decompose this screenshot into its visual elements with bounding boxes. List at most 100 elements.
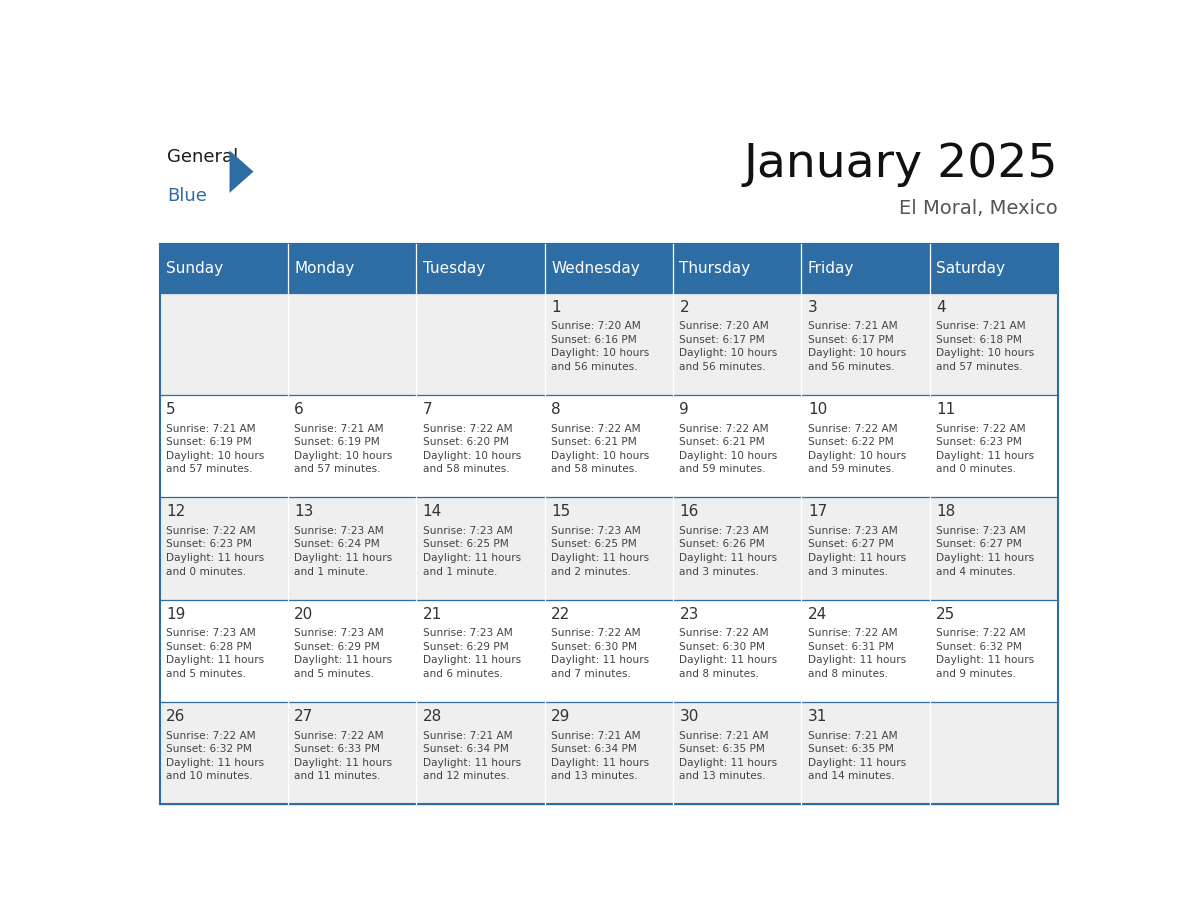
Text: 11: 11 xyxy=(936,402,955,417)
Text: Sunrise: 7:21 AM
Sunset: 6:34 PM
Daylight: 11 hours
and 12 minutes.: Sunrise: 7:21 AM Sunset: 6:34 PM Dayligh… xyxy=(423,731,520,781)
Text: Sunrise: 7:23 AM
Sunset: 6:27 PM
Daylight: 11 hours
and 3 minutes.: Sunrise: 7:23 AM Sunset: 6:27 PM Dayligh… xyxy=(808,526,906,577)
FancyBboxPatch shape xyxy=(802,498,930,599)
FancyBboxPatch shape xyxy=(930,702,1059,804)
Text: Sunrise: 7:22 AM
Sunset: 6:21 PM
Daylight: 10 hours
and 58 minutes.: Sunrise: 7:22 AM Sunset: 6:21 PM Dayligh… xyxy=(551,423,650,475)
FancyBboxPatch shape xyxy=(544,498,674,599)
Text: 26: 26 xyxy=(166,709,185,724)
Text: Sunrise: 7:22 AM
Sunset: 6:32 PM
Daylight: 11 hours
and 10 minutes.: Sunrise: 7:22 AM Sunset: 6:32 PM Dayligh… xyxy=(166,731,264,781)
FancyBboxPatch shape xyxy=(159,599,287,702)
FancyBboxPatch shape xyxy=(674,702,802,804)
Text: 21: 21 xyxy=(423,607,442,621)
Text: Sunrise: 7:21 AM
Sunset: 6:19 PM
Daylight: 10 hours
and 57 minutes.: Sunrise: 7:21 AM Sunset: 6:19 PM Dayligh… xyxy=(166,423,264,475)
Text: 25: 25 xyxy=(936,607,955,621)
Text: 3: 3 xyxy=(808,299,817,315)
Text: Sunrise: 7:22 AM
Sunset: 6:21 PM
Daylight: 10 hours
and 59 minutes.: Sunrise: 7:22 AM Sunset: 6:21 PM Dayligh… xyxy=(680,423,778,475)
FancyBboxPatch shape xyxy=(802,599,930,702)
FancyBboxPatch shape xyxy=(930,293,1059,395)
Text: Sunrise: 7:21 AM
Sunset: 6:18 PM
Daylight: 10 hours
and 57 minutes.: Sunrise: 7:21 AM Sunset: 6:18 PM Dayligh… xyxy=(936,321,1035,372)
Text: Sunday: Sunday xyxy=(166,261,223,276)
Text: Sunrise: 7:23 AM
Sunset: 6:27 PM
Daylight: 11 hours
and 4 minutes.: Sunrise: 7:23 AM Sunset: 6:27 PM Dayligh… xyxy=(936,526,1035,577)
Text: January 2025: January 2025 xyxy=(744,142,1059,187)
Text: 10: 10 xyxy=(808,402,827,417)
Text: Sunrise: 7:21 AM
Sunset: 6:35 PM
Daylight: 11 hours
and 13 minutes.: Sunrise: 7:21 AM Sunset: 6:35 PM Dayligh… xyxy=(680,731,778,781)
FancyBboxPatch shape xyxy=(544,702,674,804)
Text: Sunrise: 7:21 AM
Sunset: 6:35 PM
Daylight: 11 hours
and 14 minutes.: Sunrise: 7:21 AM Sunset: 6:35 PM Dayligh… xyxy=(808,731,906,781)
FancyBboxPatch shape xyxy=(416,293,544,395)
Text: 8: 8 xyxy=(551,402,561,417)
FancyBboxPatch shape xyxy=(930,498,1059,599)
Text: Wednesday: Wednesday xyxy=(551,261,640,276)
Text: Sunrise: 7:22 AM
Sunset: 6:20 PM
Daylight: 10 hours
and 58 minutes.: Sunrise: 7:22 AM Sunset: 6:20 PM Dayligh… xyxy=(423,423,522,475)
Text: 19: 19 xyxy=(166,607,185,621)
Text: 17: 17 xyxy=(808,504,827,520)
FancyBboxPatch shape xyxy=(159,702,287,804)
Text: General: General xyxy=(166,148,238,165)
Text: 30: 30 xyxy=(680,709,699,724)
Text: 24: 24 xyxy=(808,607,827,621)
Text: 13: 13 xyxy=(295,504,314,520)
Text: 22: 22 xyxy=(551,607,570,621)
FancyBboxPatch shape xyxy=(416,498,544,599)
Text: Sunrise: 7:22 AM
Sunset: 6:23 PM
Daylight: 11 hours
and 0 minutes.: Sunrise: 7:22 AM Sunset: 6:23 PM Dayligh… xyxy=(166,526,264,577)
FancyBboxPatch shape xyxy=(416,702,544,804)
Text: 15: 15 xyxy=(551,504,570,520)
Text: 4: 4 xyxy=(936,299,946,315)
Text: 28: 28 xyxy=(423,709,442,724)
FancyBboxPatch shape xyxy=(674,293,802,395)
Text: Sunrise: 7:23 AM
Sunset: 6:25 PM
Daylight: 11 hours
and 1 minute.: Sunrise: 7:23 AM Sunset: 6:25 PM Dayligh… xyxy=(423,526,520,577)
FancyBboxPatch shape xyxy=(802,702,930,804)
Text: Sunrise: 7:22 AM
Sunset: 6:23 PM
Daylight: 11 hours
and 0 minutes.: Sunrise: 7:22 AM Sunset: 6:23 PM Dayligh… xyxy=(936,423,1035,475)
Text: Sunrise: 7:22 AM
Sunset: 6:33 PM
Daylight: 11 hours
and 11 minutes.: Sunrise: 7:22 AM Sunset: 6:33 PM Dayligh… xyxy=(295,731,392,781)
FancyBboxPatch shape xyxy=(287,293,416,395)
Text: Sunrise: 7:23 AM
Sunset: 6:26 PM
Daylight: 11 hours
and 3 minutes.: Sunrise: 7:23 AM Sunset: 6:26 PM Dayligh… xyxy=(680,526,778,577)
Text: Sunrise: 7:23 AM
Sunset: 6:28 PM
Daylight: 11 hours
and 5 minutes.: Sunrise: 7:23 AM Sunset: 6:28 PM Dayligh… xyxy=(166,628,264,679)
FancyBboxPatch shape xyxy=(930,599,1059,702)
Text: 18: 18 xyxy=(936,504,955,520)
Text: 23: 23 xyxy=(680,607,699,621)
FancyBboxPatch shape xyxy=(802,293,930,395)
Text: Sunrise: 7:20 AM
Sunset: 6:17 PM
Daylight: 10 hours
and 56 minutes.: Sunrise: 7:20 AM Sunset: 6:17 PM Dayligh… xyxy=(680,321,778,372)
FancyBboxPatch shape xyxy=(159,244,1059,293)
Text: Tuesday: Tuesday xyxy=(423,261,485,276)
Text: 14: 14 xyxy=(423,504,442,520)
Text: 1: 1 xyxy=(551,299,561,315)
Text: Sunrise: 7:20 AM
Sunset: 6:16 PM
Daylight: 10 hours
and 56 minutes.: Sunrise: 7:20 AM Sunset: 6:16 PM Dayligh… xyxy=(551,321,650,372)
FancyBboxPatch shape xyxy=(416,599,544,702)
FancyBboxPatch shape xyxy=(544,395,674,498)
Text: 2: 2 xyxy=(680,299,689,315)
Text: Blue: Blue xyxy=(166,186,207,205)
FancyBboxPatch shape xyxy=(674,599,802,702)
FancyBboxPatch shape xyxy=(159,293,287,395)
FancyBboxPatch shape xyxy=(287,395,416,498)
Text: Monday: Monday xyxy=(295,261,354,276)
Text: 5: 5 xyxy=(166,402,176,417)
Text: Sunrise: 7:21 AM
Sunset: 6:17 PM
Daylight: 10 hours
and 56 minutes.: Sunrise: 7:21 AM Sunset: 6:17 PM Dayligh… xyxy=(808,321,906,372)
Text: Sunrise: 7:21 AM
Sunset: 6:34 PM
Daylight: 11 hours
and 13 minutes.: Sunrise: 7:21 AM Sunset: 6:34 PM Dayligh… xyxy=(551,731,649,781)
FancyBboxPatch shape xyxy=(416,395,544,498)
Text: 29: 29 xyxy=(551,709,570,724)
Text: Sunrise: 7:22 AM
Sunset: 6:30 PM
Daylight: 11 hours
and 7 minutes.: Sunrise: 7:22 AM Sunset: 6:30 PM Dayligh… xyxy=(551,628,649,679)
Text: Friday: Friday xyxy=(808,261,854,276)
Text: 16: 16 xyxy=(680,504,699,520)
FancyBboxPatch shape xyxy=(930,395,1059,498)
Text: 9: 9 xyxy=(680,402,689,417)
Text: Sunrise: 7:22 AM
Sunset: 6:30 PM
Daylight: 11 hours
and 8 minutes.: Sunrise: 7:22 AM Sunset: 6:30 PM Dayligh… xyxy=(680,628,778,679)
FancyBboxPatch shape xyxy=(287,702,416,804)
Text: El Moral, Mexico: El Moral, Mexico xyxy=(899,198,1059,218)
Text: Sunrise: 7:21 AM
Sunset: 6:19 PM
Daylight: 10 hours
and 57 minutes.: Sunrise: 7:21 AM Sunset: 6:19 PM Dayligh… xyxy=(295,423,392,475)
Text: Sunrise: 7:23 AM
Sunset: 6:25 PM
Daylight: 11 hours
and 2 minutes.: Sunrise: 7:23 AM Sunset: 6:25 PM Dayligh… xyxy=(551,526,649,577)
Text: Sunrise: 7:23 AM
Sunset: 6:29 PM
Daylight: 11 hours
and 6 minutes.: Sunrise: 7:23 AM Sunset: 6:29 PM Dayligh… xyxy=(423,628,520,679)
Text: 12: 12 xyxy=(166,504,185,520)
FancyBboxPatch shape xyxy=(674,498,802,599)
Text: Thursday: Thursday xyxy=(680,261,751,276)
Text: 20: 20 xyxy=(295,607,314,621)
FancyBboxPatch shape xyxy=(287,498,416,599)
Polygon shape xyxy=(229,151,253,193)
Text: 6: 6 xyxy=(295,402,304,417)
FancyBboxPatch shape xyxy=(674,395,802,498)
Text: 7: 7 xyxy=(423,402,432,417)
FancyBboxPatch shape xyxy=(544,599,674,702)
FancyBboxPatch shape xyxy=(159,395,287,498)
Text: Sunrise: 7:23 AM
Sunset: 6:24 PM
Daylight: 11 hours
and 1 minute.: Sunrise: 7:23 AM Sunset: 6:24 PM Dayligh… xyxy=(295,526,392,577)
Text: Sunrise: 7:22 AM
Sunset: 6:32 PM
Daylight: 11 hours
and 9 minutes.: Sunrise: 7:22 AM Sunset: 6:32 PM Dayligh… xyxy=(936,628,1035,679)
